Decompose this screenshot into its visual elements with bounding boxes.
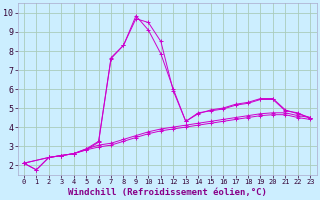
X-axis label: Windchill (Refroidissement éolien,°C): Windchill (Refroidissement éolien,°C) (68, 188, 267, 197)
